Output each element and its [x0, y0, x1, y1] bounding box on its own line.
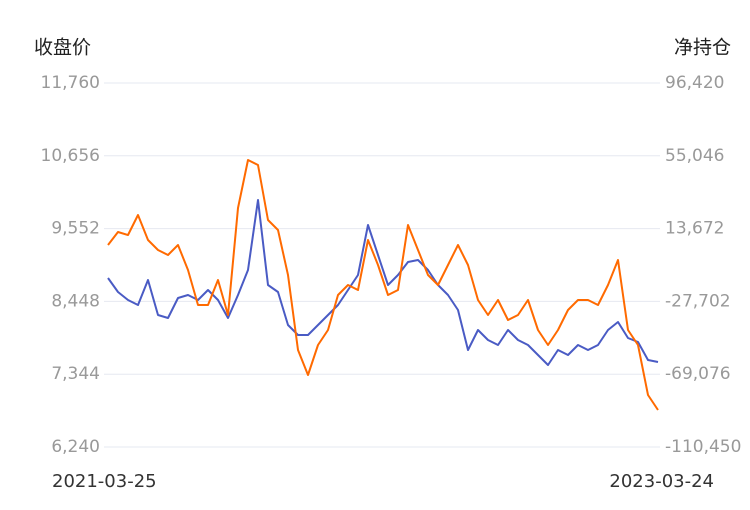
y-axis-title: 收盘价: [34, 37, 91, 59]
y2-tick-label: 96,420: [665, 73, 724, 93]
y-tick-label: 8,448: [51, 291, 100, 311]
x-tick-label: 2023-03-24: [609, 471, 714, 492]
y2-tick-label: -27,702: [665, 291, 731, 311]
series-line: [107, 199, 659, 366]
x-tick-label: 2021-03-25: [52, 471, 157, 492]
y2-tick-label: 55,046: [665, 146, 724, 166]
y2-axis-title: 净持仓: [674, 37, 731, 59]
y-tick-label: 11,760: [41, 73, 100, 93]
y-tick-label: 7,344: [51, 364, 100, 384]
y-tick-label: 10,656: [41, 146, 100, 166]
y-tick-label: 9,552: [51, 219, 100, 239]
y2-tick-label: 13,672: [665, 219, 724, 239]
y-tick-label: 6,240: [51, 437, 100, 457]
y2-tick-label: -69,076: [665, 364, 731, 384]
series-line: [107, 159, 659, 411]
y2-tick-label: -110,450: [665, 437, 741, 457]
